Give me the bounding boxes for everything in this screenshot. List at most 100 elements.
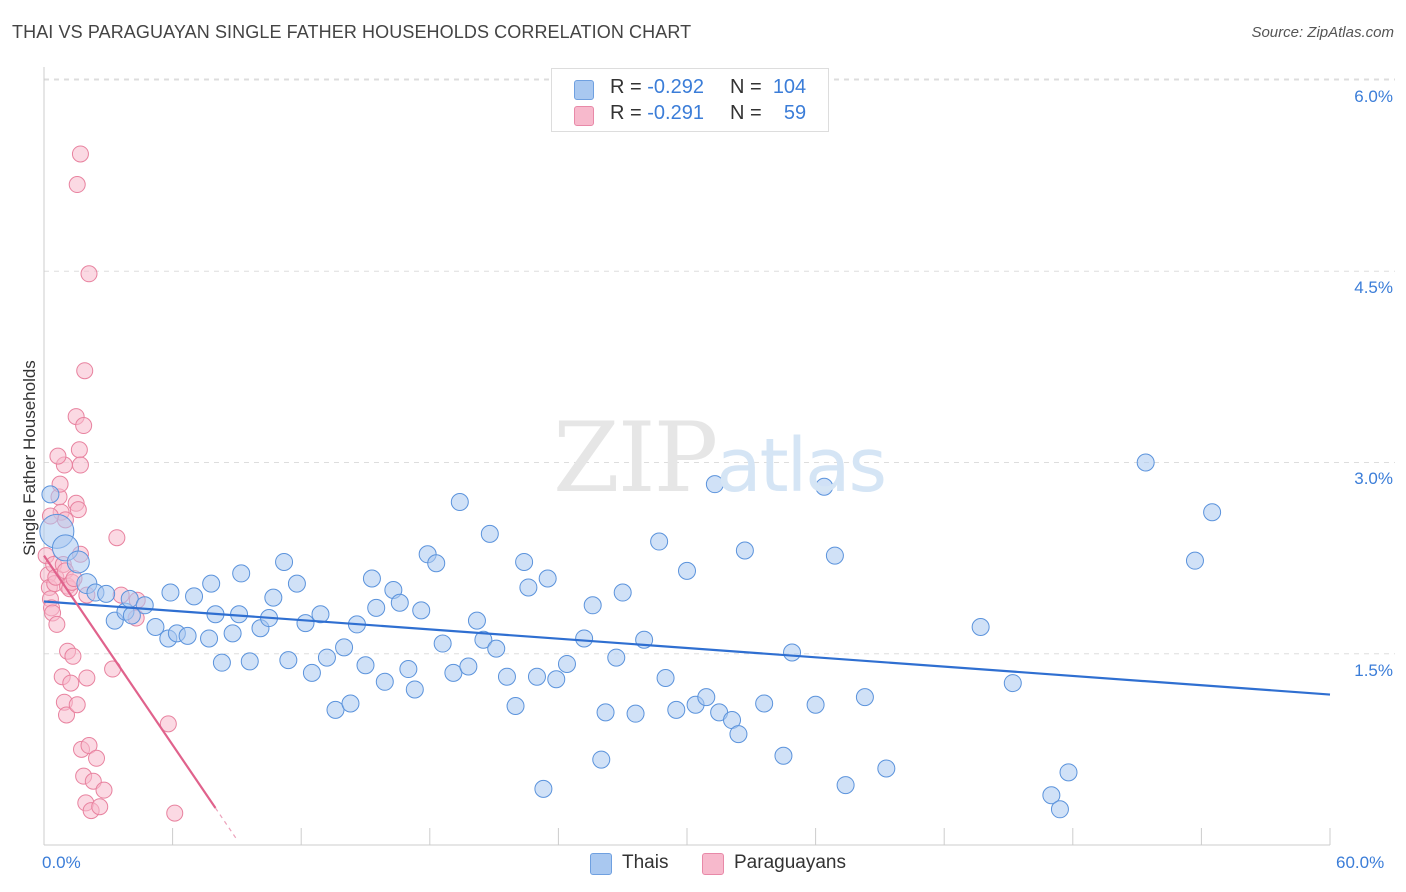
thais-point <box>656 668 675 687</box>
thais-point <box>971 617 990 636</box>
thais-point <box>729 725 748 744</box>
thais-point <box>480 524 499 543</box>
thais-point <box>390 593 409 612</box>
n-value: 59 <box>783 102 807 124</box>
thais-points <box>39 453 1222 819</box>
thais-point <box>506 697 525 716</box>
thais-point <box>1059 763 1078 782</box>
thais-point <box>474 630 493 649</box>
thais-point <box>264 588 283 607</box>
paraguayans-point <box>49 447 67 465</box>
chart-title: THAI VS PARAGUAYAN SINGLE FATHER HOUSEHO… <box>12 22 692 42</box>
thais-point <box>41 485 60 504</box>
thais-swatch <box>574 80 594 100</box>
thais-point <box>317 648 336 667</box>
thais-point <box>705 475 724 494</box>
thais-point <box>399 660 418 679</box>
paraguayans-point <box>80 265 98 283</box>
thais-point <box>275 552 294 571</box>
paraguayans-points <box>37 145 184 822</box>
thais-point <box>122 606 141 625</box>
paraguayans-point <box>88 749 106 767</box>
thais-point <box>592 750 611 769</box>
thais-point <box>538 569 557 588</box>
thais-point <box>185 587 204 606</box>
x-tick-label: 0.0% <box>42 853 81 872</box>
thais-point <box>287 574 306 593</box>
axes <box>43 67 1331 846</box>
paraguayans-trend-extension <box>214 807 238 840</box>
thais-point <box>1185 551 1204 570</box>
paraguayans-point <box>68 696 86 714</box>
thais-point <box>1136 453 1155 472</box>
y-tick-label: 4.5% <box>1354 278 1393 297</box>
thais-point <box>362 569 381 588</box>
thais-point <box>1203 503 1222 522</box>
x-tick-label: 60.0% <box>1336 853 1385 872</box>
thais-point <box>755 694 774 713</box>
thais-point <box>367 598 386 617</box>
paraguayans-trend-line <box>43 554 217 809</box>
paraguayans-point <box>68 176 86 194</box>
thais-point <box>877 759 896 778</box>
paraguayans-point <box>76 362 94 380</box>
thais-point <box>519 578 538 597</box>
thais-point <box>467 611 486 630</box>
thais-point <box>825 546 844 565</box>
paraguayans-point <box>80 737 98 755</box>
thais-point <box>120 589 139 608</box>
thais-point <box>487 639 506 658</box>
legend-label: Paraguayans <box>734 852 846 873</box>
thais-point <box>405 680 424 699</box>
thais-trend-line <box>43 600 1331 696</box>
thais-point <box>232 564 251 583</box>
paraguayans-point <box>108 529 126 547</box>
thais-point <box>97 584 116 603</box>
thais-point <box>557 654 576 673</box>
thais-point <box>1003 674 1022 693</box>
thais-point <box>583 596 602 615</box>
thais-point <box>146 617 165 636</box>
thais-point <box>613 583 632 602</box>
source-label: Source: ZipAtlas.com <box>1251 24 1394 41</box>
paraguayans-point <box>159 715 177 733</box>
thais-point <box>596 703 615 722</box>
thais-point <box>678 561 696 580</box>
r-value: -0.291 <box>647 102 704 124</box>
thais-point <box>1050 800 1069 819</box>
thais-point <box>341 694 360 713</box>
thais-point <box>806 695 825 714</box>
thais-point <box>667 700 686 719</box>
r-value: -0.292 <box>647 76 704 98</box>
trend-lines <box>43 554 1331 840</box>
thais-point <box>311 605 330 624</box>
thais-point <box>375 672 394 691</box>
thais-point <box>607 648 626 667</box>
thais-point <box>575 629 594 648</box>
paraguayans-point <box>71 145 89 163</box>
thais-point <box>223 624 242 643</box>
n-label: N = <box>730 76 762 98</box>
thais-point <box>459 657 478 676</box>
paraguayans-point <box>48 615 66 633</box>
thais-point <box>202 574 221 593</box>
thais-point <box>527 667 546 686</box>
thais-point <box>855 688 874 707</box>
thais-point <box>836 776 855 795</box>
paraguayans-point <box>75 417 93 435</box>
paraguayans-point <box>91 798 109 816</box>
thais-point <box>697 688 716 707</box>
y-tick-label: 3.0% <box>1354 469 1393 488</box>
watermark: ZIPatlas <box>553 402 887 514</box>
thais-point <box>1042 786 1061 805</box>
thais-point <box>444 663 463 682</box>
thais-point <box>356 656 375 675</box>
thais-point <box>650 532 669 551</box>
paraguayans-point <box>69 501 87 519</box>
thais-point <box>450 493 469 512</box>
thais-point <box>433 634 452 653</box>
legend-label: Thais <box>622 852 669 873</box>
thais-point <box>296 614 315 633</box>
thais-point <box>66 550 90 574</box>
